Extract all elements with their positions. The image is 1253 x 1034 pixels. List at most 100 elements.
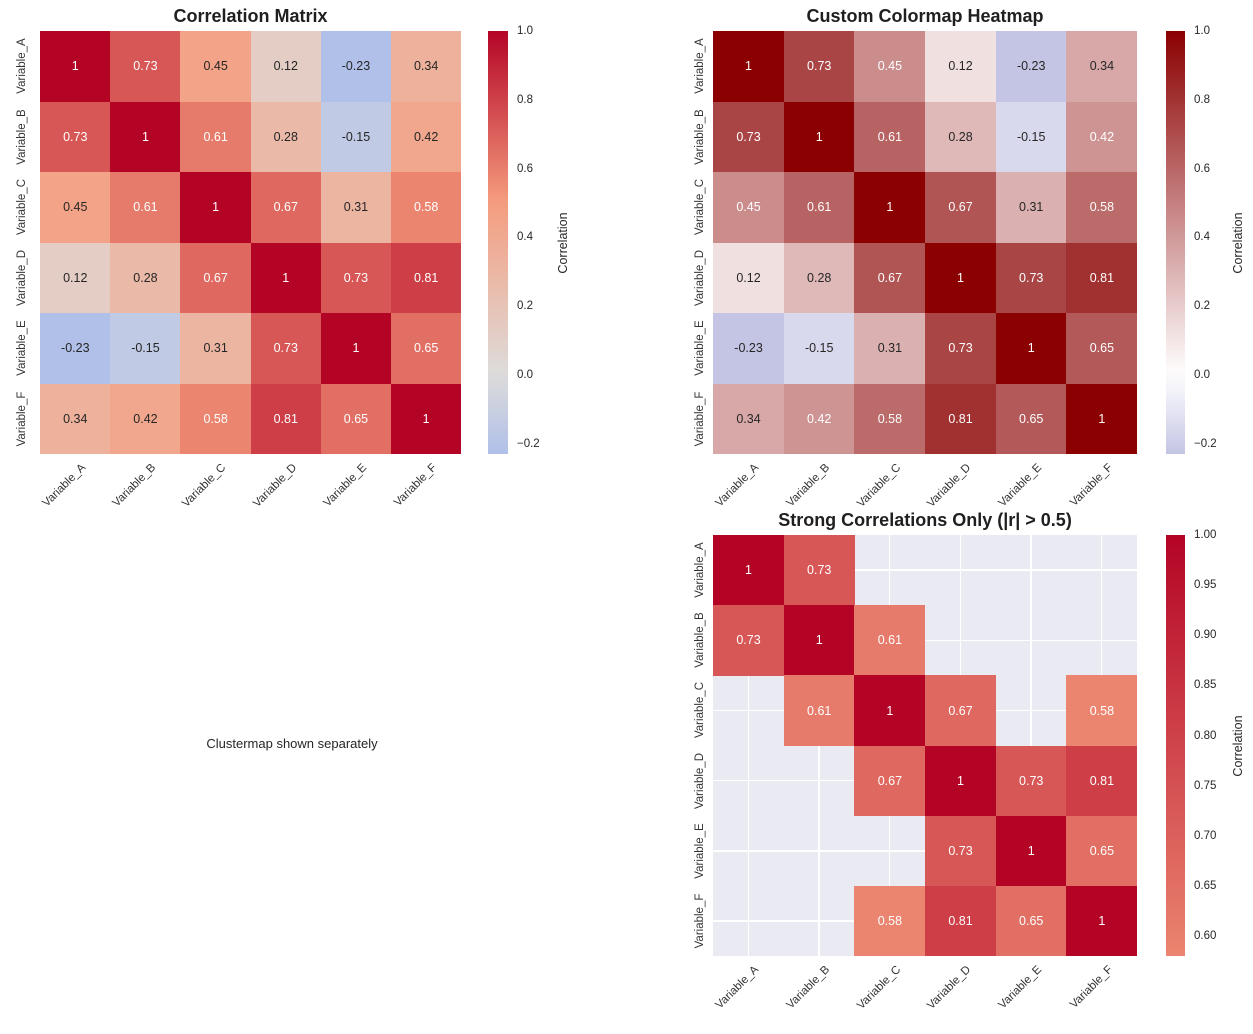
colorbar-tick-label: −0.2 bbox=[1194, 437, 1217, 450]
colorbar-tick-label: 0.4 bbox=[1194, 231, 1210, 244]
colorbar-axis-label: Correlation bbox=[1231, 714, 1245, 777]
heatmap-cell: 1 bbox=[925, 745, 997, 817]
colorbar-tick-label: 0.8 bbox=[1194, 93, 1210, 106]
colorbar-tick-label: 0.8 bbox=[517, 93, 533, 106]
heatmap-cell: 0.73 bbox=[925, 815, 997, 887]
colorbar-gradient bbox=[1166, 31, 1185, 454]
panel2-title: Custom Colormap Heatmap bbox=[806, 6, 1044, 26]
colorbar-tick-label: 0.95 bbox=[1194, 579, 1217, 592]
heatmap-cell: 1 bbox=[110, 101, 181, 173]
gridline bbox=[713, 569, 1137, 571]
panel1-title: Correlation Matrix bbox=[173, 6, 328, 26]
colorbar-tick-label: 0.6 bbox=[517, 162, 533, 175]
heatmap-cell: 0.61 bbox=[180, 101, 251, 173]
heatmap-cell: 1 bbox=[783, 101, 855, 173]
colorbar-tick-label: 1.00 bbox=[1194, 529, 1217, 541]
colorbar-tick-label: 0.60 bbox=[1194, 930, 1217, 942]
heatmap-cell: 0.42 bbox=[1066, 101, 1137, 173]
heatmap-cell: 0.81 bbox=[1066, 745, 1137, 817]
heatmap-cell: 0.58 bbox=[854, 383, 926, 454]
colorbar-axis-label: Correlation bbox=[556, 211, 570, 274]
heatmap-cell: 0.81 bbox=[925, 885, 997, 956]
colorbar-tick-label: 1.0 bbox=[517, 25, 533, 37]
heatmap-cell: 0.65 bbox=[995, 383, 1067, 454]
heatmap-cell: 0.73 bbox=[925, 313, 997, 384]
heatmap-cell: 1 bbox=[995, 313, 1067, 384]
heatmap-cell: 0.28 bbox=[925, 101, 997, 173]
heatmap-cell: 0.34 bbox=[1066, 31, 1137, 102]
heatmap-cell: 0.61 bbox=[110, 172, 181, 243]
heatmap-cell: 0.73 bbox=[995, 745, 1067, 817]
colorbar-tick-label: 0.2 bbox=[517, 300, 533, 313]
heatmap-cell: 0.42 bbox=[390, 101, 461, 173]
heatmap-cell: 0.31 bbox=[320, 172, 392, 243]
heatmap-cell: 0.67 bbox=[854, 242, 926, 314]
y-tick-label: Variable_F bbox=[16, 391, 28, 447]
heatmap-cell: 0.73 bbox=[783, 535, 855, 606]
heatmap-cell: 0.61 bbox=[854, 101, 926, 173]
colorbar-axis-label: Correlation bbox=[1231, 211, 1245, 274]
heatmap-cell: 1 bbox=[250, 242, 322, 314]
heatmap-cell: -0.23 bbox=[320, 31, 392, 102]
heatmap-cell: 0.28 bbox=[110, 242, 181, 314]
heatmap-panel: 1 0.73 0.45 0.12 -0.23 0.34 0.73 1 0.61 0.28 -0.15… bbox=[713, 31, 1137, 454]
heatmap-cell: 0.81 bbox=[925, 383, 997, 454]
heatmap-cell: 0.73 bbox=[713, 605, 785, 676]
panel3-title: Strong Correlations Only (|r| > 0.5) bbox=[778, 510, 1072, 530]
heatmap-cell: 0.61 bbox=[783, 172, 855, 243]
heatmap-cell: -0.15 bbox=[783, 313, 855, 384]
colorbar-tick-label: 0.80 bbox=[1194, 729, 1217, 742]
heatmap-cell: 0.61 bbox=[783, 675, 855, 746]
colorbar-gradient bbox=[1166, 535, 1185, 956]
colorbar-tick-label: −0.2 bbox=[517, 437, 540, 450]
heatmap-cell: 1 bbox=[713, 31, 785, 102]
heatmap-cell: 0.65 bbox=[995, 885, 1067, 956]
heatmap-cell: -0.15 bbox=[110, 313, 181, 384]
heatmap-cell: 0.67 bbox=[925, 172, 997, 243]
gridline bbox=[747, 535, 750, 956]
heatmap-cell: 0.81 bbox=[1066, 242, 1137, 314]
heatmap-cell: 0.58 bbox=[180, 383, 251, 454]
y-tick-label: Variable_F bbox=[694, 391, 706, 447]
heatmap-cell: 0.58 bbox=[1066, 172, 1137, 243]
heatmap-cell: 0.65 bbox=[320, 383, 392, 454]
heatmap-cell: -0.23 bbox=[40, 313, 111, 384]
heatmap-cell: -0.15 bbox=[320, 101, 392, 173]
heatmap-cell: 1 bbox=[1066, 383, 1137, 454]
colorbar-tick-label: 0.0 bbox=[1194, 368, 1210, 381]
heatmap-cell: 0.45 bbox=[713, 172, 785, 243]
heatmap-cell: 1 bbox=[783, 605, 855, 676]
heatmap-cell: 0.65 bbox=[1066, 815, 1137, 887]
colorbar-tick-label: 0.70 bbox=[1194, 829, 1217, 842]
heatmap-cell: 0.73 bbox=[713, 101, 785, 173]
heatmap-cell: 0.73 bbox=[110, 31, 181, 102]
heatmap-cell: 0.65 bbox=[390, 313, 461, 384]
heatmap-cell: 0.67 bbox=[250, 172, 322, 243]
x-tick-label: Variable_A bbox=[713, 963, 762, 1012]
heatmap-cell: 0.42 bbox=[110, 383, 181, 454]
y-tick-label: Variable_F bbox=[694, 893, 706, 949]
heatmap-cell: 1 bbox=[1066, 885, 1137, 956]
colorbar-tick-label: 1.0 bbox=[1194, 25, 1210, 37]
heatmap-cell: 1 bbox=[854, 675, 926, 746]
heatmap-cell: -0.23 bbox=[713, 313, 785, 384]
heatmap-cell: 0.58 bbox=[854, 885, 926, 956]
colorbar-tick-label: 0.0 bbox=[517, 368, 533, 381]
heatmap-cell: 0.12 bbox=[925, 31, 997, 102]
heatmap-cell: 0.28 bbox=[250, 101, 322, 173]
heatmap-cell: 0.81 bbox=[250, 383, 322, 454]
colorbar-tick-label: 0.2 bbox=[1194, 300, 1210, 313]
heatmap-cell: 0.31 bbox=[995, 172, 1067, 243]
heatmap-cell: 0.81 bbox=[390, 242, 461, 314]
heatmap-cell: 0.73 bbox=[783, 31, 855, 102]
heatmap-cell: 0.45 bbox=[854, 31, 926, 102]
colorbar-tick-label: 0.6 bbox=[1194, 162, 1210, 175]
heatmap-cell: 0.28 bbox=[783, 242, 855, 314]
heatmap-cell: 0.12 bbox=[40, 242, 111, 314]
heatmap-cell: 0.65 bbox=[1066, 313, 1137, 384]
heatmap-cell: 1 bbox=[390, 383, 461, 454]
colorbar-tick-label: 0.65 bbox=[1194, 879, 1217, 892]
heatmap-cell: 0.58 bbox=[1066, 675, 1137, 746]
heatmap-cell: 0.61 bbox=[854, 605, 926, 676]
